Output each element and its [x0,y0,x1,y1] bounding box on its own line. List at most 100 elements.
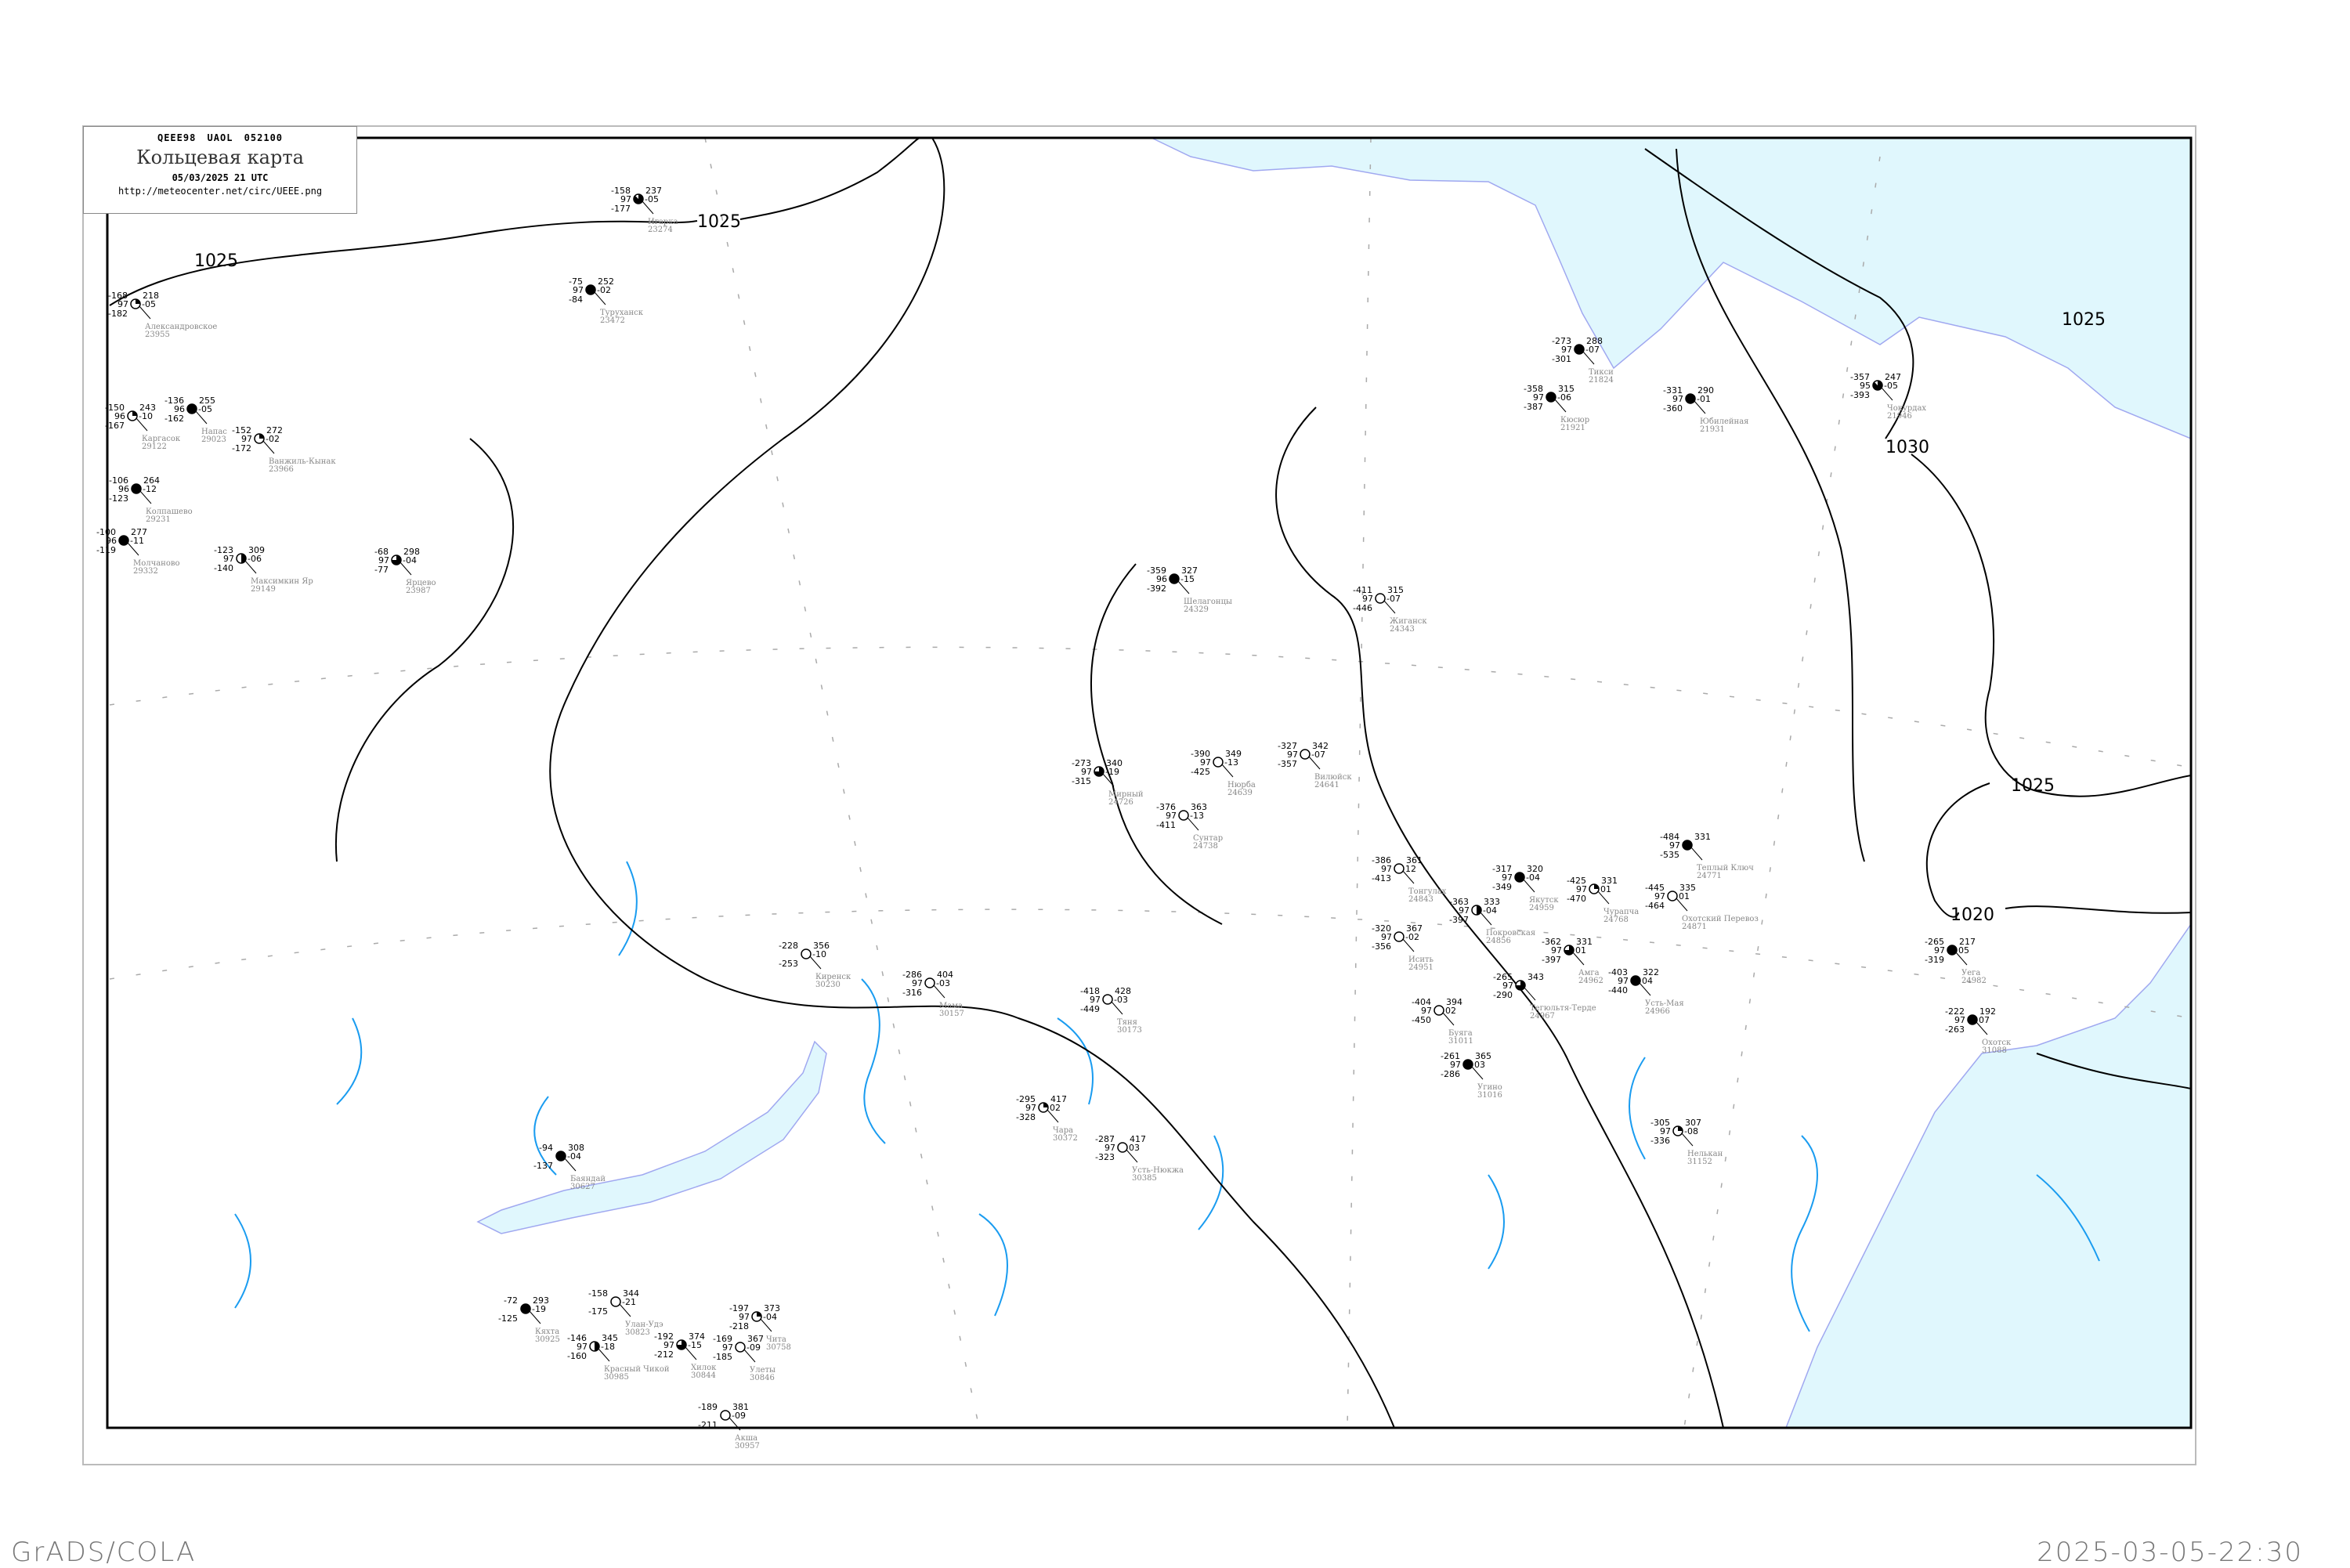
station-index: 23987 [406,587,431,595]
dew-point: -464 [1645,901,1665,911]
pressure-tendency: -07 [1311,750,1325,760]
air-temperature: -390 [1191,749,1210,759]
air-temperature: -222 [1945,1006,1965,1017]
map-title: Кольцевая карта [136,146,304,168]
air-temperature: -265 [1925,937,1944,947]
sea-level-pressure: 381 [732,1402,749,1412]
cloud-cover-fill [187,404,197,414]
station-name: Мирный [1108,790,1144,799]
lat-lon-grid [109,137,2192,1429]
isobar-label: 1020 [1950,905,1994,925]
sea-level-pressure: 252 [598,276,614,287]
sea-level-pressure: 404 [937,970,953,980]
visibility: 97 [223,554,234,564]
sea-level-pressure: 255 [199,396,215,406]
dew-point: -357 [1278,759,1297,769]
grid-line [1683,156,1881,1429]
isallobar-line [2036,1174,2100,1262]
source-url[interactable]: http://meteocenter.net/circ/UEEE.png [118,186,323,197]
cloud-cover-icon [1117,1142,1128,1153]
air-temperature: -189 [698,1402,718,1412]
station-index: 24726 [1108,798,1133,807]
wind-barb-icon [400,562,412,576]
pressure-tendency: -03 [1114,995,1128,1005]
wind-barb-icon [1102,773,1115,787]
cloud-cover-fill [586,285,595,294]
air-temperature: -273 [1552,336,1571,346]
isobar-labels: 1025 1025 1025 1030 1025 1020 [194,212,2106,925]
cloud-cover-fill [1683,840,1692,850]
station-name: Охотский Перевоз [1682,915,1759,923]
isallobar-line [978,1213,1008,1317]
station-index: 30758 [766,1343,791,1352]
air-temperature: -359 [1147,565,1166,576]
cloud-cover-icon [1178,810,1189,821]
sea-level-pressure: 331 [1694,832,1711,842]
cloud-cover-fill [132,411,137,416]
station-name: Колпашево [146,508,193,516]
dew-point: -360 [1663,403,1683,414]
station-name: Ярцево [406,579,436,587]
software-credit: GrADS/COLA [11,1537,197,1568]
cloud-cover-fill [1968,1015,1977,1024]
pressure-tendency: -02 [266,434,280,444]
dew-point: -535 [1660,850,1679,860]
grid-line [704,137,980,1429]
station-name: Каргасок [142,435,181,443]
station-index: 24639 [1227,789,1253,797]
station-index: 30157 [939,1010,964,1018]
station-name: Нелькан [1687,1150,1723,1158]
grid-line [109,909,2192,1019]
pressure-tendency: -18 [601,1342,615,1352]
pressure-tendency: -04 [403,555,417,565]
